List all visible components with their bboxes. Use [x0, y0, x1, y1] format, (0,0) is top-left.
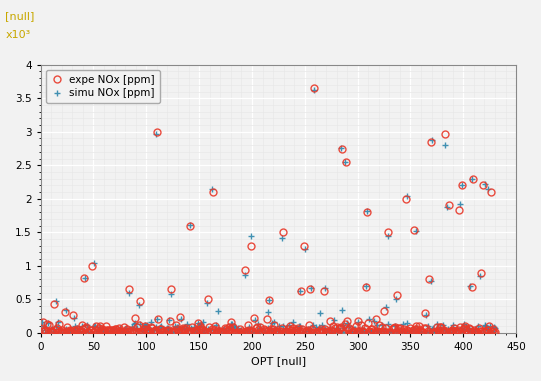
- expe NOx [ppm]: [492, 330, 498, 334]
- simu NOx [ppm]: [42, 331, 49, 335]
- simu NOx [ppm]: [123, 326, 129, 330]
- simu NOx [ppm]: [39, 328, 45, 333]
- expe NOx [ppm]: [38, 329, 45, 333]
- expe NOx [ppm]: [55, 322, 62, 327]
- Text: [null]: [null]: [5, 11, 35, 21]
- expe NOx [ppm]: [399, 329, 405, 334]
- expe NOx [ppm]: [311, 86, 318, 90]
- Line: simu NOx [ppm]: simu NOx [ppm]: [38, 86, 499, 336]
- X-axis label: OPT [null]: OPT [null]: [251, 356, 306, 366]
- expe NOx [ppm]: [155, 316, 161, 321]
- simu NOx [ppm]: [492, 326, 498, 330]
- simu NOx [ppm]: [311, 87, 318, 92]
- Text: x10³: x10³: [5, 30, 31, 40]
- simu NOx [ppm]: [188, 327, 194, 331]
- expe NOx [ppm]: [123, 330, 129, 335]
- simu NOx [ppm]: [399, 322, 406, 327]
- Line: expe NOx [ppm]: expe NOx [ppm]: [38, 85, 498, 336]
- expe NOx [ppm]: [187, 329, 194, 333]
- simu NOx [ppm]: [115, 328, 122, 333]
- expe NOx [ppm]: [156, 330, 162, 335]
- simu NOx [ppm]: [56, 327, 62, 331]
- Legend: expe NOx [ppm], simu NOx [ppm]: expe NOx [ppm], simu NOx [ppm]: [46, 70, 160, 104]
- simu NOx [ppm]: [157, 328, 164, 333]
- expe NOx [ppm]: [114, 329, 120, 333]
